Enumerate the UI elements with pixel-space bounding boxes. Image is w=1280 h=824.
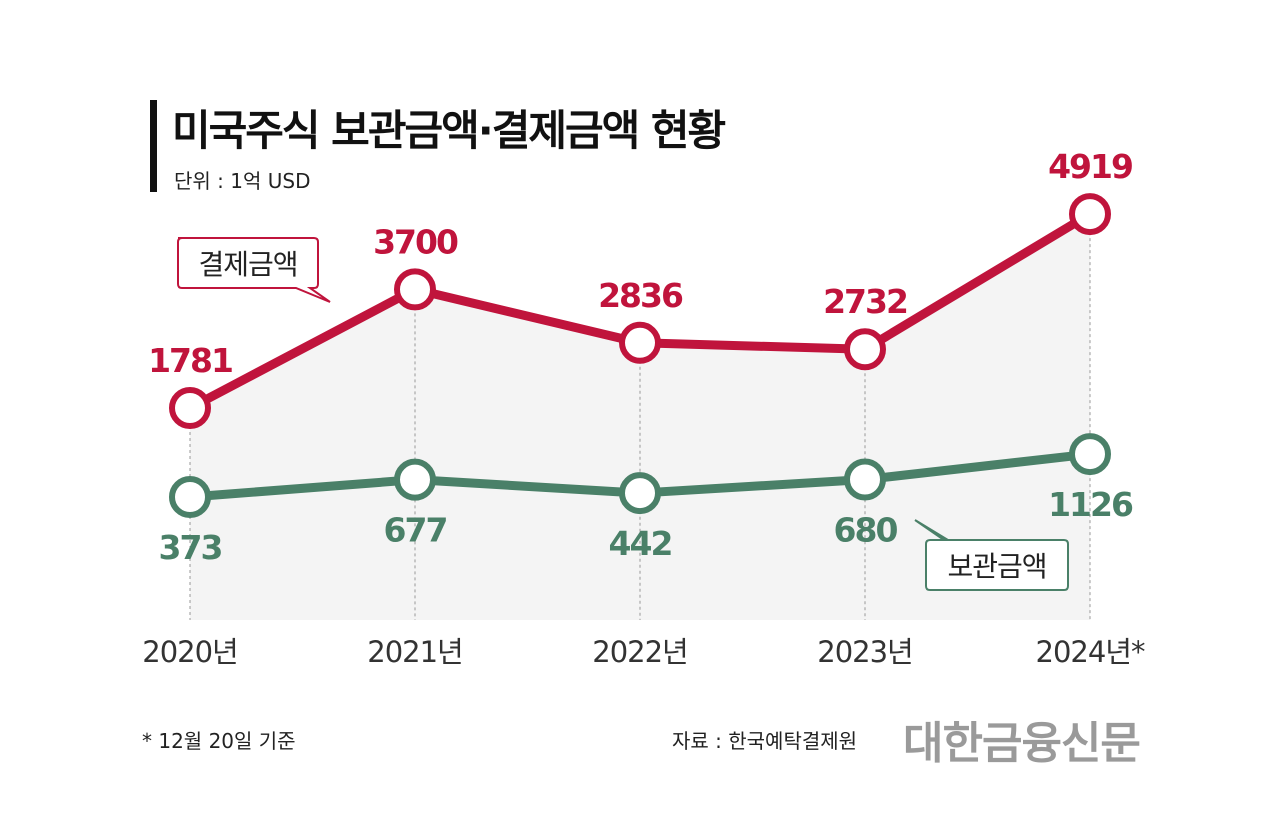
custody-data-label: 373: [159, 528, 222, 567]
custody-point: [844, 458, 886, 501]
custody-point: [169, 476, 211, 518]
x-tick-label: 2022년: [592, 635, 687, 669]
custody-point: [394, 458, 436, 501]
custody-point: [619, 472, 661, 515]
custody-data-label: 677: [384, 511, 447, 550]
legend-custody-label: 보관금액: [947, 550, 1046, 583]
x-tick-label: 2023년: [817, 635, 912, 669]
chart-title: 미국주식 보관금액·결제금액 현황: [172, 106, 726, 155]
unit-label: 단위 : 1억 USD: [174, 169, 310, 193]
settlement-data-label: 2836: [598, 276, 683, 315]
x-tick-label: 2020년: [142, 635, 237, 669]
legend-custody: 보관금액: [914, 519, 1069, 591]
settlement-point: [844, 328, 886, 371]
custody-data-label: 442: [609, 524, 672, 563]
settlement-data-label: 2732: [823, 282, 907, 321]
settlement-point: [169, 387, 211, 429]
settlement-data-label: 3700: [373, 222, 458, 261]
settlement-data-label: 1781: [148, 341, 232, 380]
settlement-data-label: 4919: [1048, 147, 1132, 186]
logo: 대한금융신문: [903, 718, 1140, 769]
settlement-point: [394, 268, 436, 311]
settlement-point: [619, 321, 661, 364]
footnote: * 12월 20일 기준: [142, 729, 296, 753]
custody-data-label: 680: [834, 511, 898, 550]
custody-point: [1069, 433, 1111, 476]
settlement-point: [1069, 193, 1111, 236]
legend-settlement-label: 결제금액: [198, 248, 297, 281]
legend-settlement: 결제금액: [177, 237, 331, 303]
title-bar: [150, 100, 157, 192]
custody-data-label: 1126: [1048, 485, 1133, 524]
source: 자료 : 한국예탁결제원: [672, 729, 857, 753]
x-tick-label: 2024년*: [1036, 635, 1145, 669]
x-tick-label: 2021년: [367, 635, 462, 669]
